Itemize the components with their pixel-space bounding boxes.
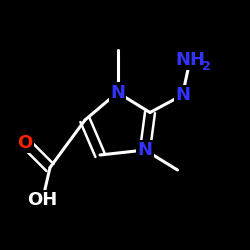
Text: NH: NH xyxy=(175,51,205,69)
Text: N: N xyxy=(110,84,125,102)
Text: 2: 2 xyxy=(202,60,210,73)
Text: N: N xyxy=(175,86,190,104)
Text: OH: OH xyxy=(28,191,58,209)
Text: N: N xyxy=(138,141,152,159)
Text: O: O xyxy=(18,134,32,152)
